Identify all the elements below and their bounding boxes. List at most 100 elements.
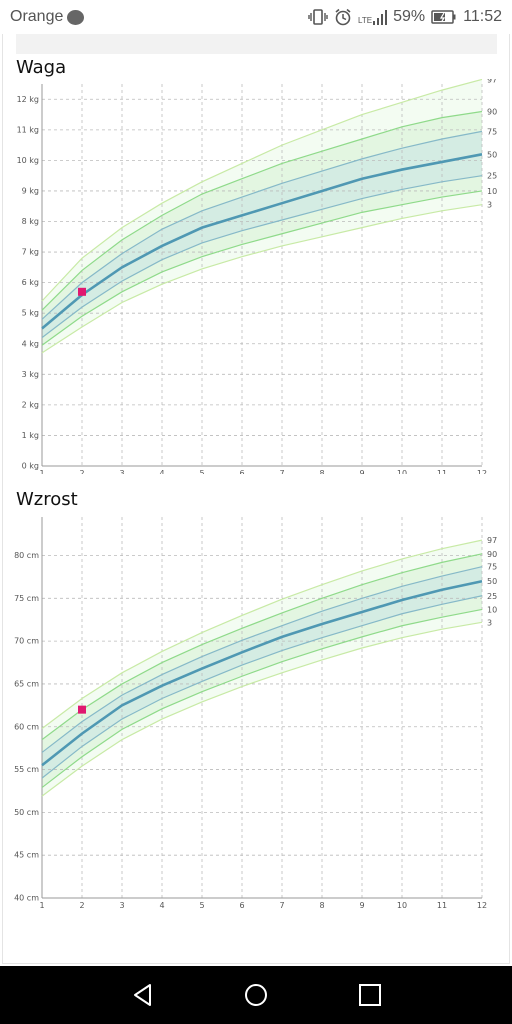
height-percentile-label-75: 75 (487, 563, 497, 572)
status-icons: LTE 59% 11:52 (308, 8, 502, 26)
height-y-tick-label: 45 cm (14, 851, 39, 860)
weight-x-tick-label: 10 (397, 469, 407, 474)
weight-percentile-line-97 (41, 79, 483, 302)
height-x-tick-label: 2 (79, 901, 84, 910)
back-icon[interactable] (130, 982, 156, 1008)
weight-y-tick-label: 3 kg (22, 370, 39, 379)
weight-percentile-line-25 (41, 175, 483, 339)
home-icon[interactable] (243, 982, 269, 1008)
height-x-tick-label: 4 (159, 901, 164, 910)
height-percentile-line-90 (41, 553, 483, 741)
weight-chart-title: Waga (16, 57, 67, 78)
weight-percentile-line-90 (41, 110, 483, 311)
weight-x-tick-label: 5 (199, 469, 204, 474)
weight-percentile-line-10 (41, 190, 483, 346)
height-y-tick-label: 60 cm (14, 722, 39, 731)
weight-percentile-chart: 0 kg 1 kg 2 kg 3 kg 4 kg 5 kg 6 kg 7 kg 8 kg 9 kg… (17, 79, 497, 474)
weight-y-tick-label: 4 kg (22, 339, 39, 348)
weight-x-tick-label: 6 (239, 469, 244, 474)
weight-y-tick-label: 10 kg (17, 156, 39, 165)
recents-icon[interactable] (357, 982, 383, 1008)
height-y-tick-label: 65 cm (14, 679, 39, 688)
height-x-tick-label: 5 (199, 901, 204, 910)
height-percentile-chart: 40 cm 45 cm 50 cm 55 cm 60 cm 65 cm 70 cm 75 cm… (14, 517, 497, 910)
weight-percentile-label-50: 50 (487, 150, 497, 159)
height-percentile-label-10: 10 (487, 605, 497, 614)
height-percentile-line-50 (41, 579, 483, 767)
height-y-tick-label: 80 cm (14, 551, 39, 560)
signal-icon: LTE (358, 9, 388, 25)
height-y-tick-label: 70 cm (14, 637, 39, 646)
height-percentile-line-75 (41, 566, 483, 753)
weight-percentile-label-25: 25 (487, 172, 497, 181)
height-x-tick-label: 7 (279, 901, 284, 910)
weight-percentile-label-90: 90 (487, 108, 497, 117)
clock: 11:52 (463, 8, 502, 25)
height-x-tick-label: 9 (359, 901, 364, 910)
weight-x-tick-label: 12 (477, 469, 487, 474)
weight-percentile-label-97: 97 (487, 79, 497, 84)
height-x-tick-label: 10 (397, 901, 407, 910)
height-percentile-label-90: 90 (487, 550, 497, 559)
height-y-tick-label: 55 cm (14, 765, 39, 774)
weight-percentile-label-10: 10 (487, 187, 497, 196)
weight-percentile-label-75: 75 (487, 127, 497, 136)
height-chart-title: Wzrost (16, 489, 78, 510)
height-percentile-label-97: 97 (487, 536, 497, 545)
weight-x-tick-label: 9 (359, 469, 364, 474)
weight-percentile-line-50 (41, 153, 483, 330)
height-percentile-line-10 (41, 608, 483, 789)
height-x-tick-label: 8 (319, 901, 324, 910)
weight-y-tick-label: 2 kg (22, 400, 39, 409)
battery-percent: 59% (393, 8, 426, 25)
height-percentile-line-3 (41, 621, 483, 797)
weight-y-tick-label: 1 kg (22, 431, 39, 440)
height-x-tick-label: 6 (239, 901, 244, 910)
weight-y-tick-label: 5 kg (22, 309, 39, 318)
height-percentile-label-3: 3 (487, 618, 492, 627)
top-header-strip (16, 34, 497, 54)
height-percentile-line-97 (41, 539, 483, 729)
vibrate-icon (308, 9, 328, 25)
height-y-tick-label: 40 cm (14, 894, 39, 903)
weight-band-25-75 (42, 131, 482, 338)
weight-y-tick-label: 12 kg (17, 95, 39, 104)
message-notification-icon (67, 10, 84, 25)
weight-y-tick-label: 8 kg (22, 217, 39, 226)
height-percentile-line-25 (41, 595, 483, 779)
height-percentile-label-25: 25 (487, 592, 497, 601)
carrier-name: Orange (10, 8, 64, 25)
weight-x-tick-label: 8 (319, 469, 324, 474)
weight-y-tick-label: 0 kg (22, 462, 39, 471)
height-x-tick-label: 12 (477, 901, 487, 910)
weight-percentile-label-3: 3 (487, 201, 492, 210)
weight-x-tick-label: 4 (159, 469, 164, 474)
weight-x-tick-label: 1 (39, 469, 44, 474)
card-border (2, 34, 510, 964)
height-x-tick-label: 11 (437, 901, 447, 910)
weight-x-tick-label: 3 (119, 469, 124, 474)
weight-y-tick-label: 6 kg (22, 278, 39, 287)
status-bar: Orange LTE 59% 11:52 (0, 0, 512, 34)
weight-x-tick-label: 2 (79, 469, 84, 474)
height-band-25-75 (42, 566, 482, 779)
weight-x-tick-label: 7 (279, 469, 284, 474)
navigation-bar (0, 966, 512, 1024)
growth-charts-screen: Waga 0 kg 1 kg 2 kg 3 kg 4 kg 5 kg 6 kg 7 kg 8 k… (0, 34, 512, 966)
weight-y-tick-label: 9 kg (22, 186, 39, 195)
height-measurement-marker (78, 705, 86, 714)
weight-percentile-line-3 (41, 204, 483, 354)
height-y-tick-label: 75 cm (14, 594, 39, 603)
height-x-tick-label: 3 (119, 901, 124, 910)
height-y-tick-label: 50 cm (14, 808, 39, 817)
weight-measurement-marker (78, 287, 86, 296)
alarm-icon (335, 8, 351, 26)
weight-y-tick-label: 7 kg (22, 248, 39, 257)
height-x-tick-label: 1 (39, 901, 44, 910)
battery-icon (431, 10, 456, 24)
network-type: LTE (358, 16, 373, 25)
weight-y-tick-label: 11 kg (17, 125, 39, 134)
weight-percentile-line-75 (41, 130, 483, 320)
weight-x-tick-label: 11 (437, 469, 447, 474)
height-percentile-label-50: 50 (487, 577, 497, 586)
